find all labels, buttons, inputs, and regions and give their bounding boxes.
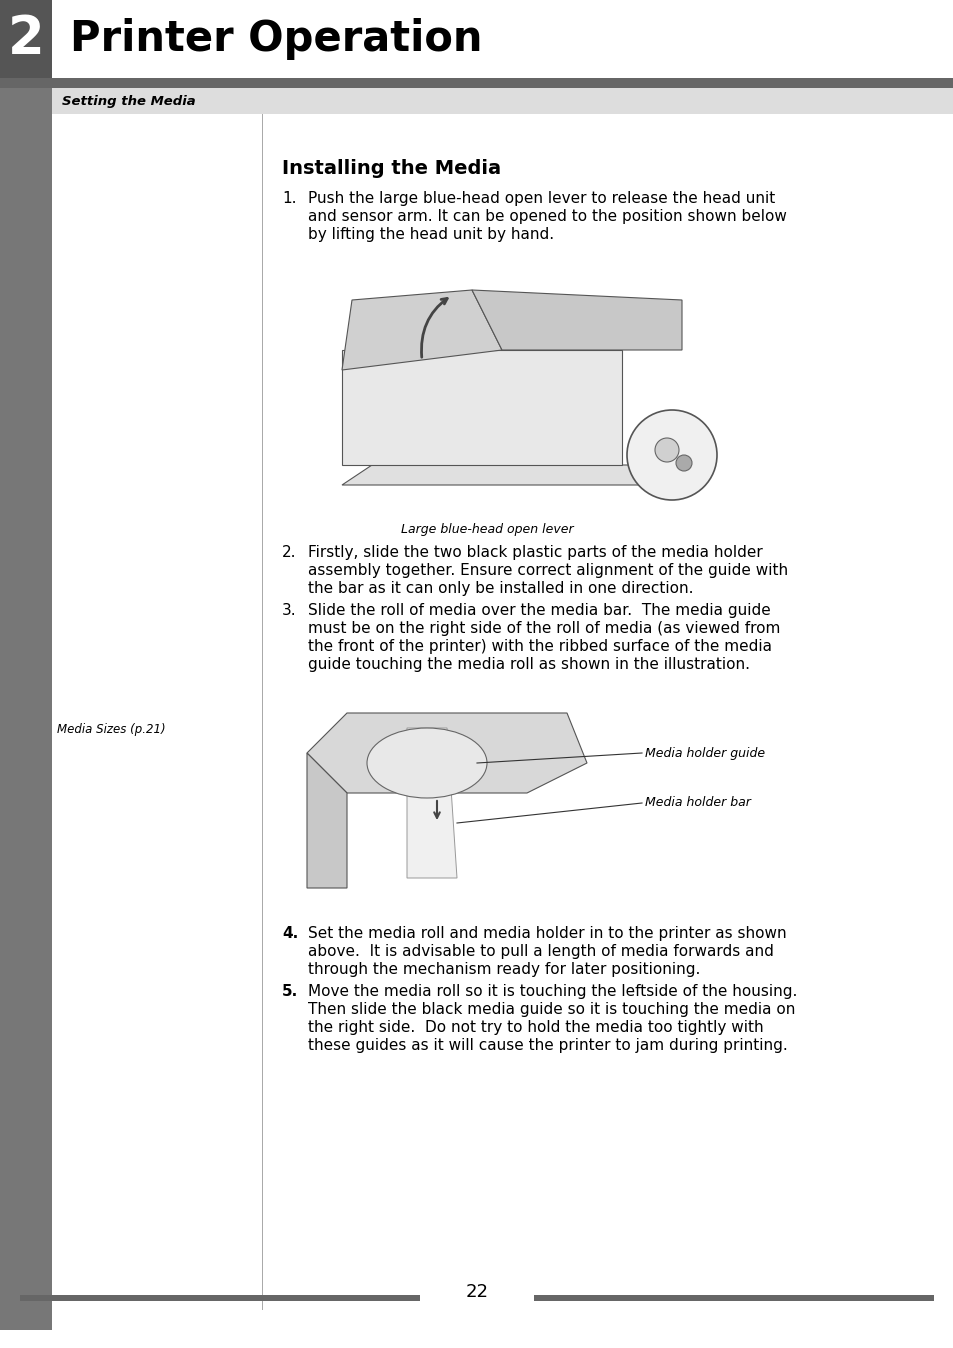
Text: guide touching the media roll as shown in the illustration.: guide touching the media roll as shown i… <box>308 656 749 673</box>
Text: 4.: 4. <box>282 926 298 941</box>
Text: Set the media roll and media holder in to the printer as shown: Set the media roll and media holder in t… <box>308 926 786 941</box>
Bar <box>20 1295 419 1301</box>
Bar <box>341 350 621 465</box>
Polygon shape <box>341 290 501 369</box>
Text: 2.: 2. <box>282 545 296 559</box>
Text: Media holder guide: Media holder guide <box>644 747 764 759</box>
Text: Push the large blue-head open lever to release the head unit: Push the large blue-head open lever to r… <box>308 191 775 206</box>
Bar <box>0 88 953 115</box>
Text: 22: 22 <box>465 1283 488 1301</box>
Text: Setting the Media: Setting the Media <box>62 94 195 108</box>
Text: these guides as it will cause the printer to jam during printing.: these guides as it will cause the printe… <box>308 1038 787 1053</box>
Text: through the mechanism ready for later positioning.: through the mechanism ready for later po… <box>308 962 700 977</box>
Circle shape <box>626 410 717 500</box>
Bar <box>534 1295 933 1301</box>
Polygon shape <box>307 713 586 793</box>
Bar <box>0 0 52 78</box>
Text: Move the media roll so it is touching the leftside of the housing.: Move the media roll so it is touching th… <box>308 984 797 999</box>
Text: 1.: 1. <box>282 191 296 206</box>
Text: 5.: 5. <box>282 984 298 999</box>
Polygon shape <box>341 465 641 485</box>
Text: the right side.  Do not try to hold the media too tightly with: the right side. Do not try to hold the m… <box>308 1020 762 1035</box>
Polygon shape <box>407 728 456 878</box>
Text: Media holder bar: Media holder bar <box>644 797 750 810</box>
Text: 3.: 3. <box>282 603 296 617</box>
Bar <box>0 78 953 88</box>
Ellipse shape <box>367 728 486 798</box>
Text: 2: 2 <box>8 13 45 65</box>
Polygon shape <box>472 290 681 350</box>
Text: Large blue-head open lever: Large blue-head open lever <box>400 523 573 537</box>
Text: Then slide the black media guide so it is touching the media on: Then slide the black media guide so it i… <box>308 1002 795 1016</box>
Text: by lifting the head unit by hand.: by lifting the head unit by hand. <box>308 226 554 243</box>
Bar <box>262 115 263 1310</box>
Text: the bar as it can only be installed in one direction.: the bar as it can only be installed in o… <box>308 581 693 596</box>
Text: above.  It is advisable to pull a length of media forwards and: above. It is advisable to pull a length … <box>308 944 773 958</box>
Bar <box>0 88 52 115</box>
Text: and sensor arm. It can be opened to the position shown below: and sensor arm. It can be opened to the … <box>308 209 786 224</box>
Text: assembly together. Ensure correct alignment of the guide with: assembly together. Ensure correct alignm… <box>308 563 787 578</box>
Polygon shape <box>307 754 347 888</box>
Text: Printer Operation: Printer Operation <box>70 18 482 61</box>
Circle shape <box>655 438 679 462</box>
Text: Firstly, slide the two black plastic parts of the media holder: Firstly, slide the two black plastic par… <box>308 545 762 559</box>
Text: must be on the right side of the roll of media (as viewed from: must be on the right side of the roll of… <box>308 621 780 636</box>
Text: the front of the printer) with the ribbed surface of the media: the front of the printer) with the ribbe… <box>308 639 771 654</box>
Text: Slide the roll of media over the media bar.  The media guide: Slide the roll of media over the media b… <box>308 603 770 617</box>
Text: Media Sizes (p.21): Media Sizes (p.21) <box>57 723 166 736</box>
Bar <box>0 115 52 1330</box>
Text: Installing the Media: Installing the Media <box>282 159 500 178</box>
Circle shape <box>676 456 691 470</box>
